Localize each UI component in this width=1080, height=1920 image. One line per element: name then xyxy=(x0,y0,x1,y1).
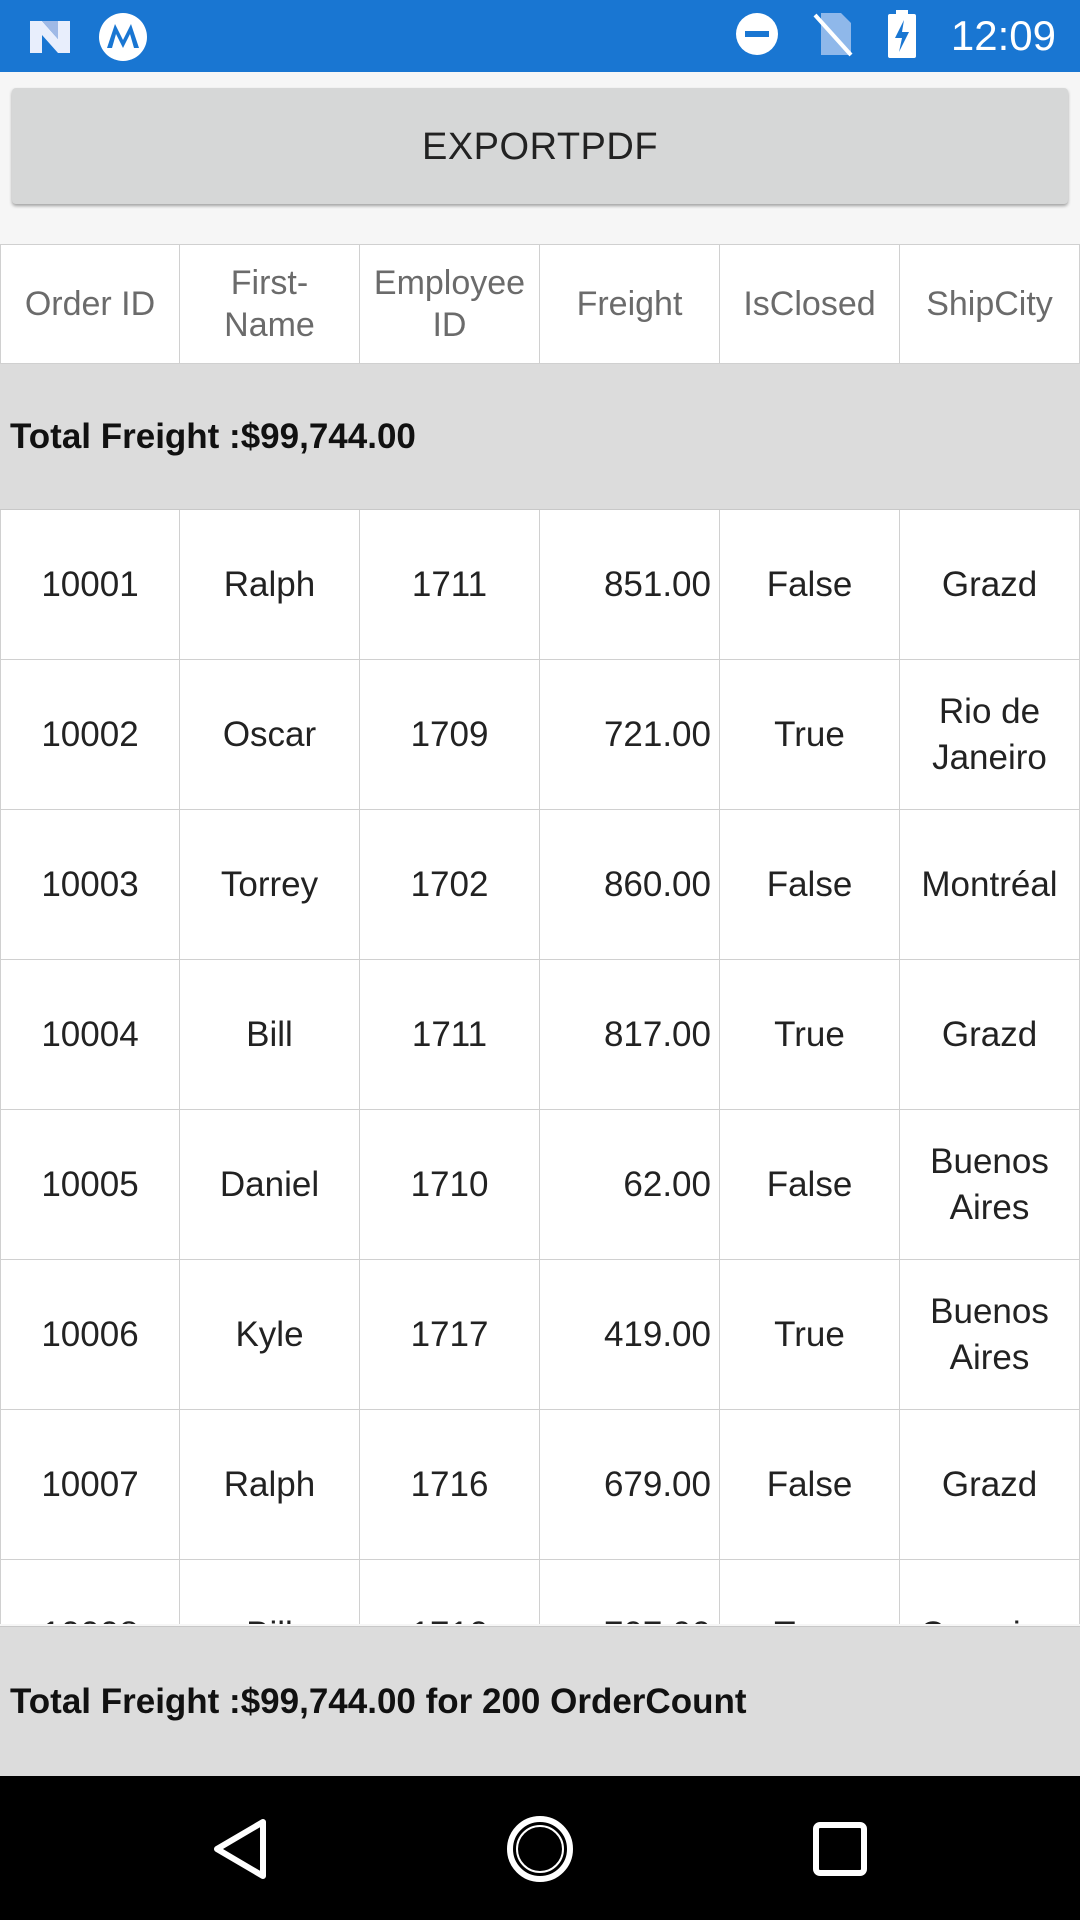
cell-first-name: Ralph xyxy=(180,1410,360,1559)
cell-shipcity: Grazd xyxy=(900,510,1080,659)
cell-first-name: Bill xyxy=(180,1560,360,1624)
cell-order-id: 10006 xyxy=(0,1260,180,1409)
motorola-icon xyxy=(98,12,148,67)
cell-freight: 860.00 xyxy=(540,810,720,959)
table-row[interactable]: 10003 Torrey 1702 860.00 False Montréal xyxy=(0,810,1080,960)
navigation-bar xyxy=(0,1776,1080,1920)
cell-first-name: Oscar xyxy=(180,660,360,809)
status-bar: 12:09 xyxy=(0,0,1080,72)
table-row[interactable]: 10007 Ralph 1716 679.00 False Grazd xyxy=(0,1410,1080,1560)
column-header-order-id[interactable]: Order ID xyxy=(0,245,180,363)
cell-first-name: Ralph xyxy=(180,510,360,659)
cell-order-id: 10001 xyxy=(0,510,180,659)
column-header-isclosed[interactable]: IsClosed xyxy=(720,245,900,363)
table-row[interactable]: 10008 Bill 1710 707.00 True Campina xyxy=(0,1560,1080,1624)
cell-employee-id: 1702 xyxy=(360,810,540,959)
table-row[interactable]: 10006 Kyle 1717 419.00 True Buenos Aires xyxy=(0,1260,1080,1410)
cell-isclosed: False xyxy=(720,810,900,959)
column-header-employee-id[interactable]: Employee ID xyxy=(360,245,540,363)
no-sim-icon xyxy=(813,11,853,62)
cell-freight: 419.00 xyxy=(540,1260,720,1409)
column-header-shipcity[interactable]: ShipCity xyxy=(900,245,1080,363)
table-row[interactable]: 10002 Oscar 1709 721.00 True Rio de Jane… xyxy=(0,660,1080,810)
cell-isclosed: False xyxy=(720,1410,900,1559)
cell-shipcity: Buenos Aires xyxy=(900,1260,1080,1409)
grid-header-row: Order ID First- Name Employee ID Freight… xyxy=(0,244,1080,364)
cell-isclosed: False xyxy=(720,510,900,659)
cell-employee-id: 1709 xyxy=(360,660,540,809)
cell-first-name: Daniel xyxy=(180,1110,360,1259)
cell-isclosed: True xyxy=(720,1560,900,1624)
cell-shipcity: Rio de Janeiro xyxy=(900,660,1080,809)
cell-order-id: 10002 xyxy=(0,660,180,809)
cell-shipcity: Campina xyxy=(900,1560,1080,1624)
table-summary-row: Total Freight :$99,744.00 for 200 OrderC… xyxy=(0,1626,1080,1776)
cell-isclosed: False xyxy=(720,1110,900,1259)
cell-first-name: Torrey xyxy=(180,810,360,959)
cell-order-id: 10004 xyxy=(0,960,180,1109)
cell-freight: 62.00 xyxy=(540,1110,720,1259)
cell-freight: 721.00 xyxy=(540,660,720,809)
cell-freight: 851.00 xyxy=(540,510,720,659)
group-caption-text: Total Freight :$99,744.00 xyxy=(10,416,416,456)
cell-employee-id: 1710 xyxy=(360,1110,540,1259)
cell-order-id: 10003 xyxy=(0,810,180,959)
cell-freight: 817.00 xyxy=(540,960,720,1109)
cell-employee-id: 1711 xyxy=(360,510,540,659)
group-caption-row[interactable]: Total Freight :$99,744.00 xyxy=(0,364,1080,510)
column-header-freight[interactable]: Freight xyxy=(540,245,720,363)
cell-shipcity: Grazd xyxy=(900,1410,1080,1559)
cell-isclosed: True xyxy=(720,660,900,809)
column-header-employee-id-label: Employee ID xyxy=(373,264,526,344)
export-pdf-button[interactable]: EXPORTPDF xyxy=(12,88,1068,204)
n-notification-icon xyxy=(28,17,72,62)
table-row[interactable]: 10001 Ralph 1711 851.00 False Grazd xyxy=(0,510,1080,660)
cell-isclosed: True xyxy=(720,960,900,1109)
cell-shipcity: Grazd xyxy=(900,960,1080,1109)
do-not-disturb-icon xyxy=(735,12,779,61)
cell-first-name: Kyle xyxy=(180,1260,360,1409)
cell-shipcity: Buenos Aires xyxy=(900,1110,1080,1259)
data-grid: Order ID First- Name Employee ID Freight… xyxy=(0,244,1080,1624)
cell-freight: 679.00 xyxy=(540,1410,720,1559)
table-summary-text: Total Freight :$99,744.00 for 200 OrderC… xyxy=(10,1681,747,1721)
table-row[interactable]: 10005 Daniel 1710 62.00 False Buenos Air… xyxy=(0,1110,1080,1260)
cell-freight: 707.00 xyxy=(540,1560,720,1624)
cell-first-name: Bill xyxy=(180,960,360,1109)
cell-employee-id: 1716 xyxy=(360,1410,540,1559)
battery-charging-icon xyxy=(887,9,917,63)
column-header-first-name[interactable]: First- Name xyxy=(180,245,360,363)
cell-shipcity: Montréal xyxy=(900,810,1080,959)
table-row[interactable]: 10004 Bill 1711 817.00 True Grazd xyxy=(0,960,1080,1110)
cell-isclosed: True xyxy=(720,1260,900,1409)
recents-icon[interactable] xyxy=(805,1814,875,1884)
cell-employee-id: 1710 xyxy=(360,1560,540,1624)
cell-employee-id: 1717 xyxy=(360,1260,540,1409)
column-header-first-name-label: First- Name xyxy=(224,264,315,344)
cell-order-id: 10008 xyxy=(0,1560,180,1624)
cell-order-id: 10007 xyxy=(0,1410,180,1559)
cell-employee-id: 1711 xyxy=(360,960,540,1109)
cell-order-id: 10005 xyxy=(0,1110,180,1259)
back-icon[interactable] xyxy=(205,1814,275,1884)
clock-time: 12:09 xyxy=(950,12,1056,59)
home-icon[interactable] xyxy=(505,1814,575,1884)
